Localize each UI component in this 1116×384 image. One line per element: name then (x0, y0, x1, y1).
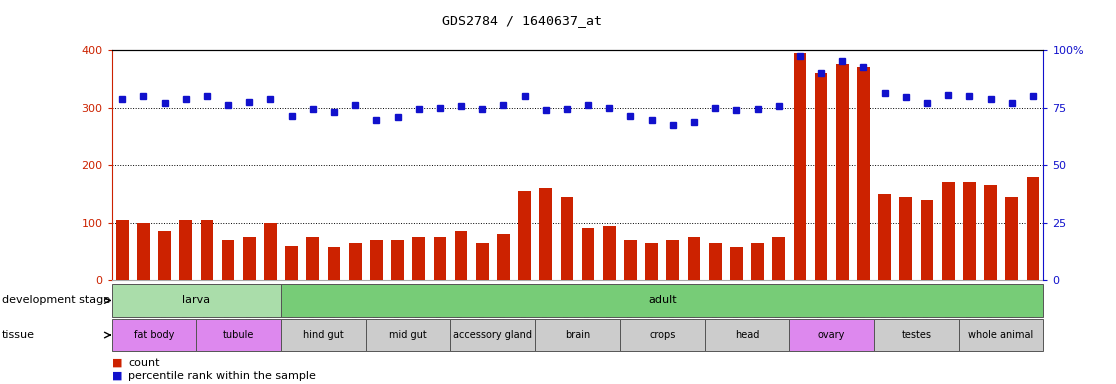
Bar (603, 226, 616, 280)
Bar (709, 243, 722, 280)
Bar (371, 240, 383, 280)
Text: count: count (128, 358, 160, 368)
Text: GDS2784 / 1640637_at: GDS2784 / 1640637_at (442, 14, 602, 27)
Bar (112, 284, 281, 317)
Bar (581, 228, 595, 280)
Bar (536, 319, 619, 351)
Text: percentile rank within the sample: percentile rank within the sample (128, 371, 316, 381)
Text: ■: ■ (112, 358, 122, 368)
Bar (1006, 197, 1018, 280)
Bar (619, 319, 704, 351)
Bar (137, 223, 150, 280)
Bar (560, 197, 574, 280)
Text: accessory gland: accessory gland (453, 330, 532, 340)
Text: development stage: development stage (2, 295, 110, 306)
Bar (307, 237, 319, 280)
Bar (921, 200, 933, 280)
Bar (116, 220, 128, 280)
Text: testes: testes (902, 330, 932, 340)
Bar (222, 240, 234, 280)
Bar (984, 185, 997, 280)
Bar (539, 188, 552, 280)
Bar (645, 243, 658, 280)
Bar (857, 67, 869, 280)
Bar (518, 191, 531, 280)
Bar (836, 65, 848, 280)
Bar (815, 73, 827, 280)
Text: tubule: tubule (223, 330, 254, 340)
Bar (730, 247, 743, 280)
Bar (158, 231, 171, 280)
Bar (772, 237, 785, 280)
Bar (963, 182, 975, 280)
Bar (349, 243, 362, 280)
Text: ■: ■ (112, 371, 122, 381)
Bar (243, 237, 256, 280)
Bar (180, 220, 192, 280)
Text: adult: adult (648, 295, 676, 306)
Bar (201, 220, 213, 280)
Text: mid gut: mid gut (389, 330, 427, 340)
Bar (751, 243, 763, 280)
Text: larva: larva (182, 295, 211, 306)
Text: hind gut: hind gut (304, 330, 344, 340)
Bar (366, 319, 451, 351)
Bar (942, 182, 954, 280)
Bar (392, 240, 404, 280)
Bar (112, 319, 196, 351)
Bar (433, 237, 446, 280)
Bar (899, 197, 912, 280)
Bar (196, 319, 281, 351)
Text: crops: crops (650, 330, 675, 340)
Bar (793, 53, 806, 280)
Text: brain: brain (565, 330, 590, 340)
Text: whole animal: whole animal (969, 330, 1033, 340)
Text: ovary: ovary (818, 330, 845, 340)
Bar (281, 284, 1043, 317)
Text: fat body: fat body (134, 330, 174, 340)
Bar (959, 319, 1043, 351)
Bar (497, 234, 510, 280)
Bar (789, 319, 874, 351)
Bar (874, 319, 959, 351)
Text: tissue: tissue (2, 330, 36, 340)
Bar (1027, 177, 1039, 280)
Bar (264, 223, 277, 280)
Bar (281, 319, 366, 351)
Bar (624, 240, 637, 280)
Bar (687, 237, 701, 280)
Bar (328, 247, 340, 280)
Bar (454, 231, 468, 280)
Bar (666, 240, 680, 280)
Bar (878, 194, 891, 280)
Bar (286, 246, 298, 280)
Bar (412, 237, 425, 280)
Bar (704, 319, 789, 351)
Bar (451, 319, 536, 351)
Bar (475, 243, 489, 280)
Text: head: head (734, 330, 759, 340)
